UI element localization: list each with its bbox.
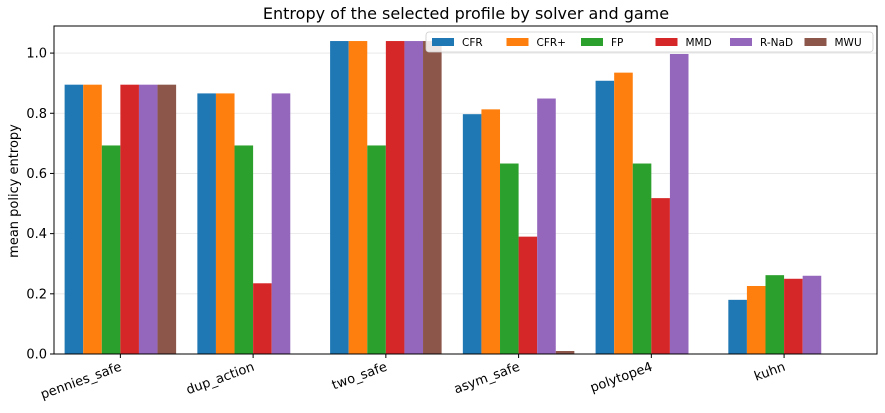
x-tick-label: asym_safe <box>452 360 522 398</box>
legend: CFR CFR+ FP MMD R-NaD MWU <box>425 31 874 53</box>
legend-label: CFR+ <box>537 37 566 49</box>
legend-swatch <box>804 38 827 46</box>
legend-label: FP <box>611 37 623 49</box>
bar-cfr--pennies-safe <box>83 84 102 355</box>
bar-mmd-dup-action <box>253 283 272 354</box>
y-tick-label: 0.4 <box>26 227 47 242</box>
bar-fp-two-safe <box>367 145 386 354</box>
bar-r-nad-kuhn <box>802 275 822 354</box>
bar-cfr--dup-action <box>215 93 235 354</box>
bar-mwu-pennies-safe <box>157 84 177 355</box>
bars-group <box>64 41 822 355</box>
bar-mmd-pennies-safe <box>120 84 139 355</box>
x-tick-label: kuhn <box>752 360 787 385</box>
bar-r-nad-dup-action <box>271 93 291 354</box>
legend-swatch <box>655 38 678 46</box>
plot-frame <box>53 25 878 355</box>
legend-label: MWU <box>835 37 862 49</box>
bar-fp-kuhn <box>765 275 785 354</box>
bar-cfr-dup-action <box>197 93 216 354</box>
legend-swatch <box>730 38 752 46</box>
legend-label: R-NaD <box>760 37 793 49</box>
bar-fp-polytope4 <box>632 163 652 354</box>
chart-title: Entropy of the selected profile by solve… <box>263 4 669 23</box>
bar-cfr--polytope4 <box>614 72 633 354</box>
legend-label: MMD <box>686 37 712 49</box>
bar-cfr--asym-safe <box>481 109 501 354</box>
bar-mwu-two-safe <box>423 41 442 355</box>
bar-cfr--kuhn <box>746 285 766 354</box>
legend-swatch <box>506 38 529 46</box>
legend-box <box>425 31 874 53</box>
y-axis-label: mean policy entropy <box>7 124 22 258</box>
bar-cfr-kuhn <box>728 299 747 354</box>
legend-label: CFR <box>462 37 483 49</box>
bar-fp-pennies-safe <box>101 145 121 354</box>
y-tick-label: 0.6 <box>26 167 47 182</box>
x-tick-label: pennies_safe <box>39 360 124 403</box>
y-tick-label: 0.2 <box>26 287 47 302</box>
bar-fp-dup-action <box>234 145 254 354</box>
bar-mmd-kuhn <box>784 278 803 354</box>
x-tick-label: two_safe <box>330 360 389 394</box>
axes <box>53 25 878 355</box>
legend-swatch <box>432 38 454 46</box>
bar-cfr--two-safe <box>348 41 368 355</box>
bar-cfr-two-safe <box>330 41 349 355</box>
bar-r-nad-polytope4 <box>669 53 689 354</box>
x-tick-label: dup_action <box>184 360 256 398</box>
bar-r-nad-two-safe <box>404 41 424 355</box>
bar-mmd-polytope4 <box>651 198 670 354</box>
bar-cfr-asym-safe <box>462 114 482 354</box>
bar-r-nad-asym-safe <box>537 98 556 354</box>
x-tick-label: polytope4 <box>588 360 654 396</box>
bar-cfr-polytope4 <box>595 80 615 355</box>
bar-mmd-asym-safe <box>518 236 538 354</box>
y-tick-label: 1.0 <box>26 47 47 62</box>
bar-fp-asym-safe <box>500 163 519 354</box>
bar-r-nad-pennies-safe <box>138 84 158 355</box>
bar-mwu-asym-safe <box>555 350 575 354</box>
y-tick-label: 0.0 <box>26 348 47 363</box>
legend-swatch <box>581 38 603 46</box>
bar-cfr-pennies-safe <box>64 84 84 355</box>
y-tick-label: 0.8 <box>26 107 47 122</box>
bar-mmd-two-safe <box>385 41 405 355</box>
